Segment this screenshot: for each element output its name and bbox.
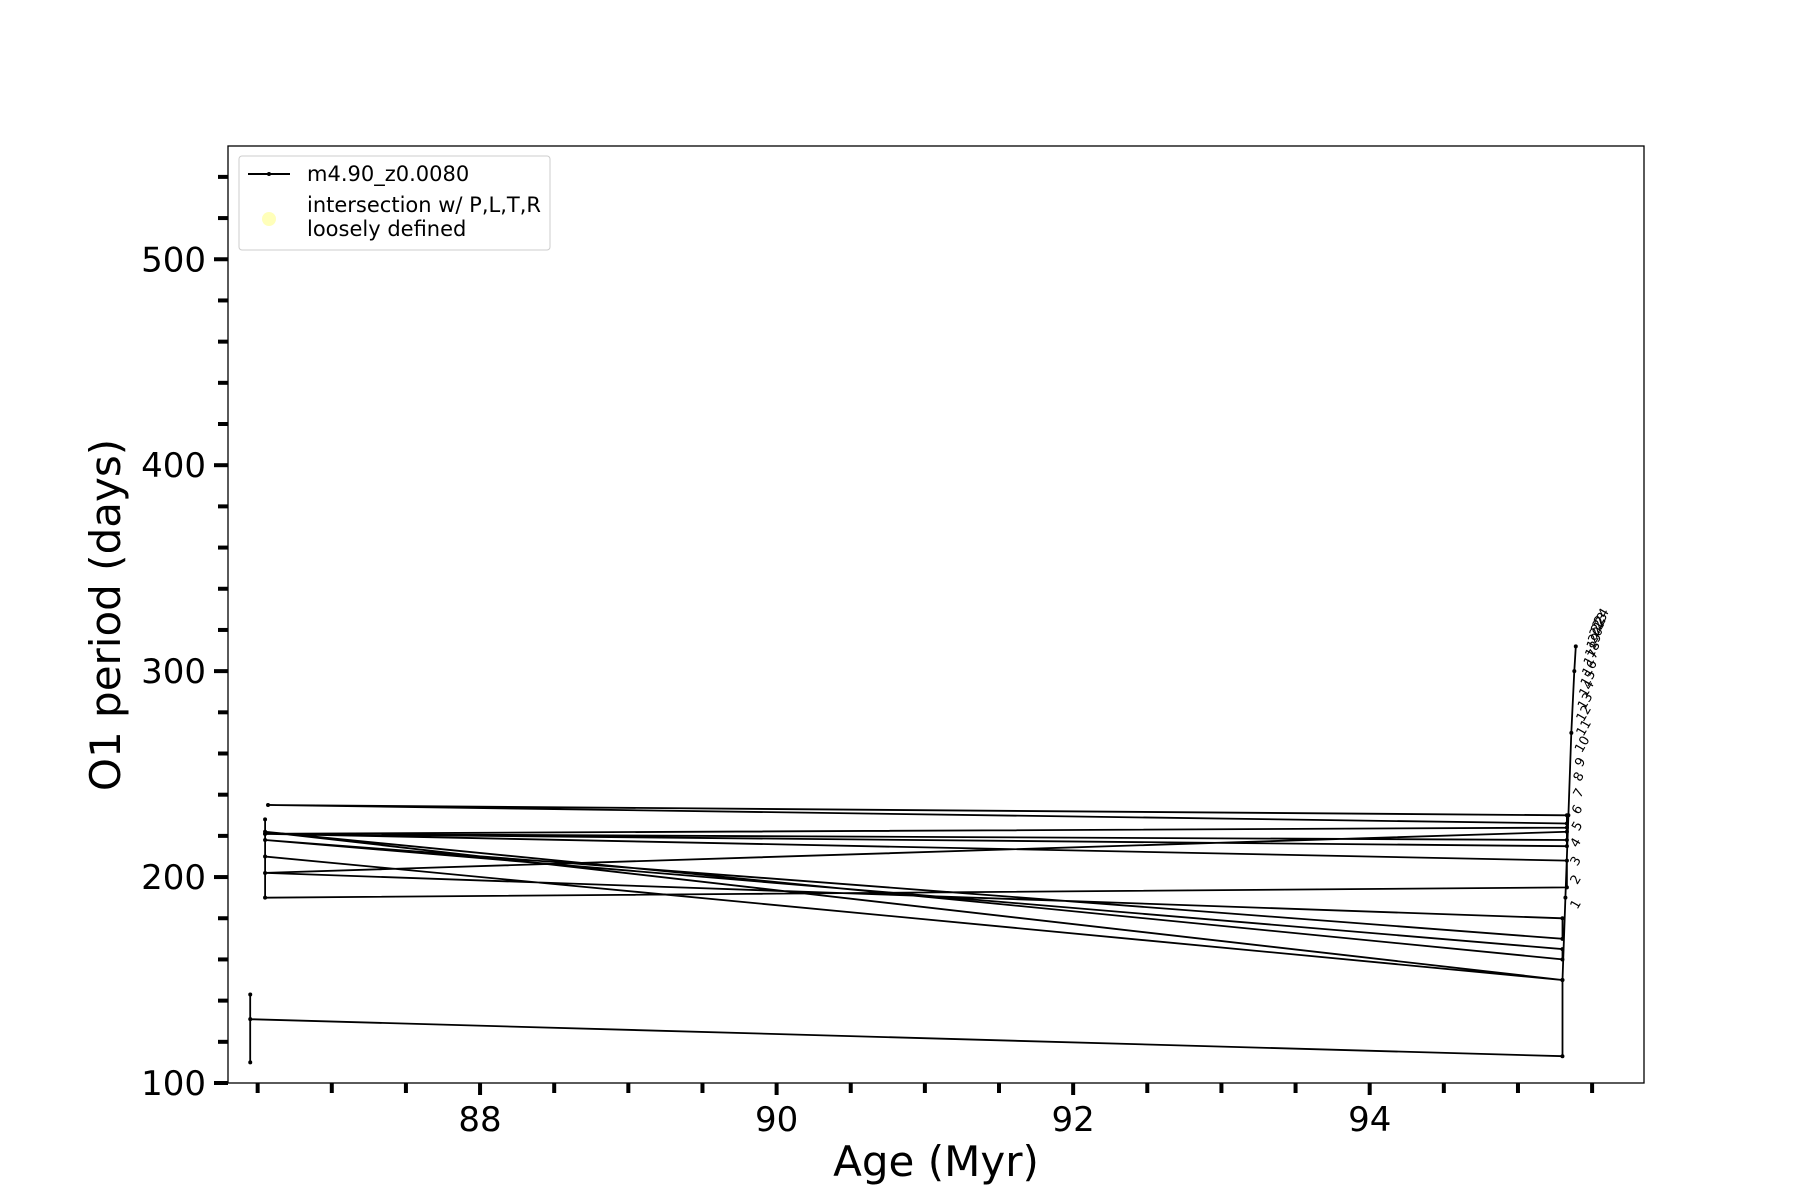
point-label: 13 xyxy=(1575,690,1596,712)
series-point xyxy=(1564,844,1569,849)
point-label: 2 xyxy=(1568,873,1585,888)
series-point xyxy=(248,1017,253,1022)
point-label: 22 xyxy=(1589,614,1610,636)
legend-series-label: m4.90_z0.0080 xyxy=(307,162,469,187)
series-point xyxy=(248,1060,253,1065)
series-point xyxy=(1564,837,1569,842)
x-axis-label: Age (Myr) xyxy=(833,1137,1039,1186)
y-tick-label: 500 xyxy=(141,240,206,280)
point-label: 8 xyxy=(1571,770,1588,785)
point-label: 11 xyxy=(1574,717,1595,739)
point-label: 19 xyxy=(1584,631,1605,653)
series-point xyxy=(1572,669,1577,674)
y-tick-label: 400 xyxy=(141,446,206,486)
legend-box xyxy=(238,155,551,251)
legend-intersection-marker xyxy=(262,212,276,226)
series-point xyxy=(263,831,268,836)
point-label: 7 xyxy=(1571,786,1588,801)
series-point xyxy=(1564,821,1569,826)
series-line xyxy=(249,646,1577,1063)
legend-intersection-label: intersection w/ P,L,T,R loosely defined xyxy=(307,193,541,241)
legend-intersection-label-line: loosely defined xyxy=(307,217,466,241)
series-point xyxy=(1560,1054,1565,1059)
series-point xyxy=(263,837,268,842)
x-tick-label: 94 xyxy=(1348,1100,1391,1140)
series-point xyxy=(1560,957,1565,962)
series-point xyxy=(1564,885,1569,890)
series-point xyxy=(263,870,268,875)
plot-area xyxy=(227,145,1645,1084)
series-point xyxy=(263,817,268,822)
y-tick-label: 300 xyxy=(141,652,206,692)
series-point xyxy=(1560,947,1565,952)
point-label: 23 xyxy=(1590,610,1611,632)
y-tick-label: 200 xyxy=(141,858,206,898)
series-point xyxy=(1564,825,1569,830)
point-label: 12 xyxy=(1574,703,1595,725)
x-tick-label: 92 xyxy=(1052,1100,1095,1140)
series-point xyxy=(248,992,253,997)
series-point xyxy=(263,854,268,859)
series-point xyxy=(266,802,271,807)
point-label: 10 xyxy=(1572,734,1593,756)
x-tick-label: 90 xyxy=(755,1100,798,1140)
point-label: 5 xyxy=(1569,819,1586,834)
series-point xyxy=(263,895,268,900)
x-tick-label: 88 xyxy=(458,1100,501,1140)
point-label: 3 xyxy=(1568,854,1585,869)
point-label: 4 xyxy=(1568,836,1585,851)
point-label: 17 xyxy=(1581,647,1602,669)
series-point xyxy=(1560,978,1565,983)
point-label: 18 xyxy=(1583,639,1604,661)
series-point xyxy=(1566,813,1571,818)
series-point xyxy=(1563,895,1568,900)
series-point xyxy=(1564,858,1569,863)
point-label: 9 xyxy=(1572,755,1589,770)
point-label: 21 xyxy=(1587,618,1608,640)
point-label: 14 xyxy=(1577,678,1598,700)
point-label: 1 xyxy=(1568,897,1585,912)
series-point xyxy=(1560,916,1565,921)
series-layer xyxy=(248,644,1578,1065)
series-point xyxy=(1573,644,1578,649)
series-point xyxy=(1564,829,1569,834)
legend: m4.90_z0.0080 intersection w/ P,L,T,R loo… xyxy=(238,155,551,251)
point-label: 16 xyxy=(1580,657,1601,679)
y-tick-label: 100 xyxy=(141,1064,206,1104)
point-label: 20 xyxy=(1586,625,1607,647)
legend-line-dot xyxy=(267,172,271,176)
series-point xyxy=(1560,936,1565,941)
point-label: 15 xyxy=(1578,668,1599,690)
point-label: 6 xyxy=(1569,803,1586,818)
series-point xyxy=(1569,730,1574,735)
y-axis-label: O1 period (days) xyxy=(81,439,130,791)
legend-intersection-label-line: intersection w/ P,L,T,R xyxy=(307,193,541,217)
point-label: 24 xyxy=(1591,606,1612,628)
